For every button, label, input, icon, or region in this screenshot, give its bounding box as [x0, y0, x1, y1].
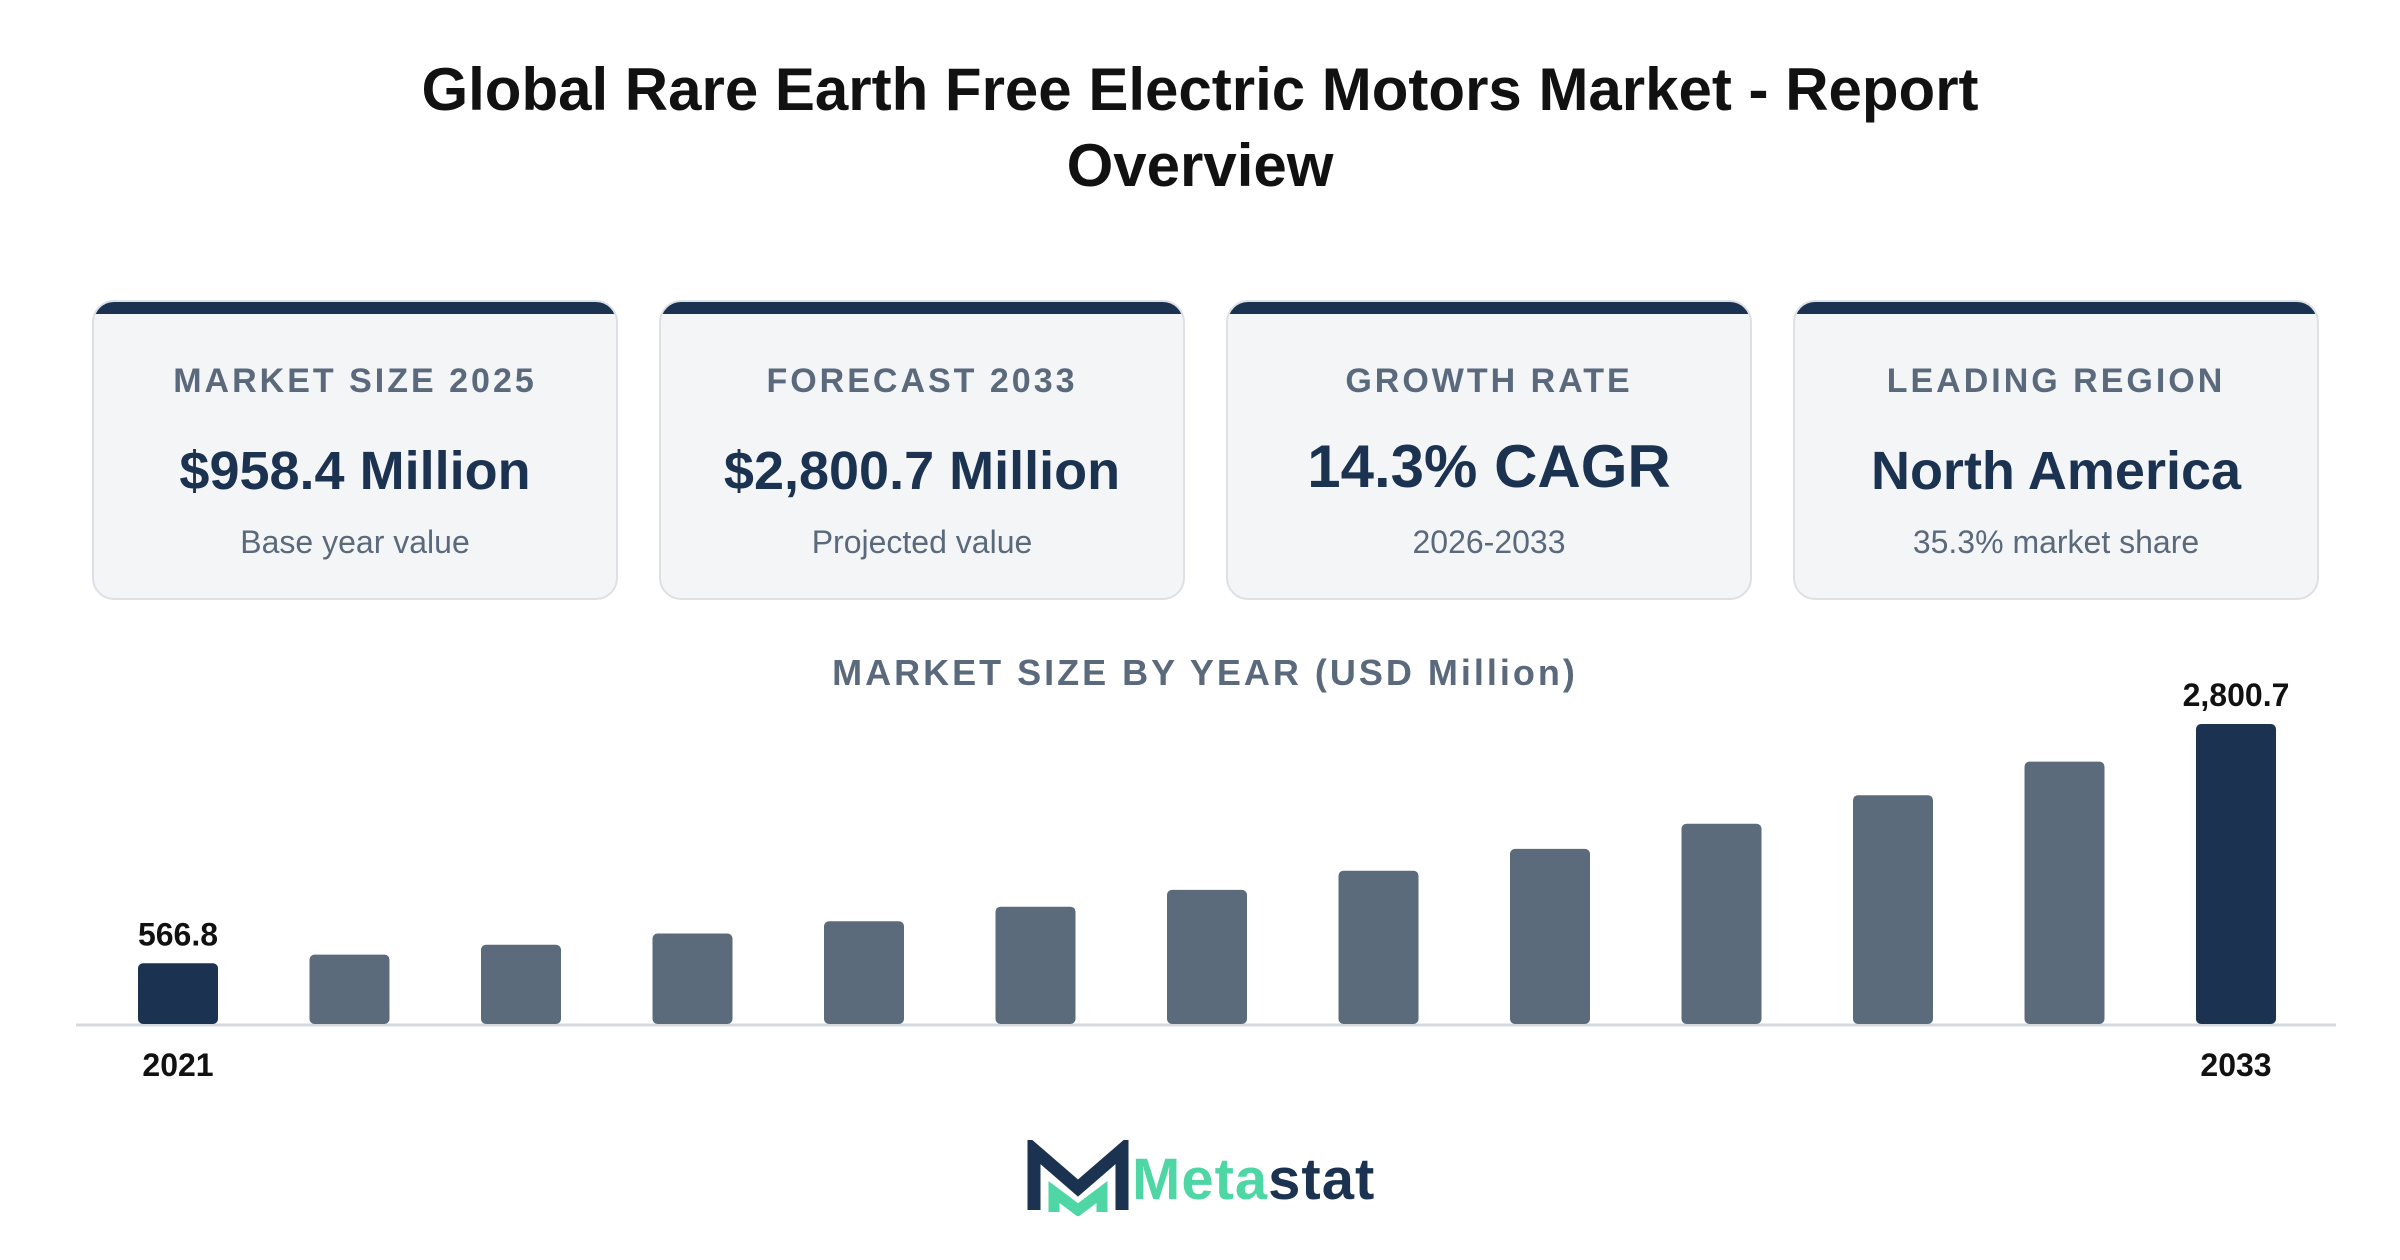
tick-label-2021: 2021 — [142, 1047, 213, 1083]
chart-title: MARKET SIZE BY YEAR (USD Million) — [832, 652, 1578, 693]
card-label: GROWTH RATE — [1345, 362, 1633, 400]
logo-wordmark: Metastat — [1132, 1146, 1375, 1213]
card-accent-bar — [94, 302, 616, 314]
card-value: $2,800.7 Million — [723, 441, 1121, 501]
card-value: 14.3% CAGR — [1307, 433, 1671, 500]
card-accent-bar — [1228, 302, 1750, 314]
card-subtext: Base year value — [240, 524, 470, 560]
bar-2030 — [1681, 823, 1762, 1024]
card-accent-bar — [1795, 302, 2317, 314]
value-label-2033: 2,800.7 — [2183, 677, 2290, 713]
card-label: LEADING REGION — [1886, 362, 2226, 400]
stat-card-leading-region: LEADING REGION North America 35.3% marke… — [1793, 300, 2319, 600]
value-label-2021: 566.8 — [138, 916, 218, 952]
bar-2027 — [1167, 889, 1247, 1024]
logo-text-meta: Meta — [1132, 1147, 1269, 1212]
card-subtext: 2026-2033 — [1412, 524, 1566, 560]
bar-2031 — [1853, 795, 1933, 1024]
card-accent-bar — [661, 302, 1183, 314]
card-value: $958.4 Million — [179, 441, 531, 501]
bar-2021 — [138, 963, 218, 1024]
stat-card-forecast: FORECAST 2033 $2,800.7 Million Projected… — [659, 300, 1185, 600]
metastat-logo-icon — [1027, 1140, 1129, 1216]
bar-2028 — [1338, 870, 1419, 1024]
card-value: North America — [1870, 441, 2242, 501]
card-label: FORECAST 2033 — [766, 362, 1078, 400]
bar-2032 — [2024, 761, 2105, 1024]
bar-2024 — [652, 933, 733, 1024]
bar-2029 — [1510, 848, 1590, 1024]
bar-2023 — [481, 944, 561, 1024]
card-subtext: Projected value — [811, 524, 1033, 560]
bar-2022 — [309, 954, 390, 1024]
bar-2033 — [2196, 724, 2276, 1024]
tick-label-2033: 2033 — [2200, 1047, 2271, 1083]
stat-card-growth-rate: GROWTH RATE 14.3% CAGR 2026-2033 — [1226, 300, 1752, 600]
card-subtext: 35.3% market share — [1912, 524, 2200, 560]
stat-card-market-size: MARKET SIZE 2025 $958.4 Million Base yea… — [92, 300, 618, 600]
card-label: MARKET SIZE 2025 — [173, 362, 537, 400]
bar-2025 — [824, 921, 904, 1024]
page-title: Global Rare Earth Free Electric Motors M… — [421, 56, 1979, 199]
bar-2026 — [995, 906, 1076, 1024]
logo-text-stat: stat — [1268, 1147, 1376, 1212]
